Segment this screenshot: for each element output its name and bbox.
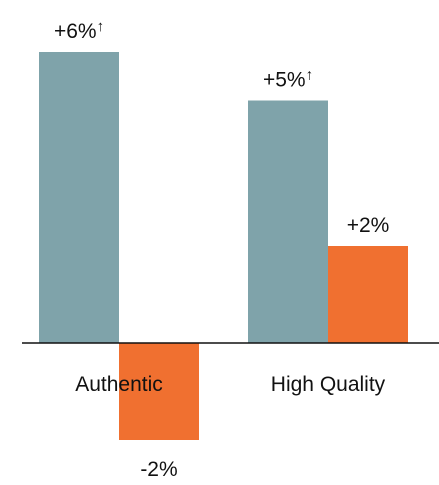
labels-layer: Authentic High Quality +6%↑ +5%↑ -2% +2% [54,18,389,481]
data-label: +2% [347,214,390,237]
x-tick-label: High Quality [271,373,386,396]
up-arrow-icon: ↑ [97,18,105,35]
bar-high-quality-series-2 [328,246,408,343]
bar-authentic-series-2 [119,343,199,440]
data-label: +5%↑ [263,67,313,92]
up-arrow-icon: ↑ [306,67,314,84]
bar-high-quality-series-1 [248,100,328,343]
bars-layer [39,52,408,440]
data-label: -2% [140,458,177,481]
data-label: +6%↑ [54,18,104,43]
x-tick-label: Authentic [75,373,163,396]
bar-authentic-series-1 [39,52,119,343]
